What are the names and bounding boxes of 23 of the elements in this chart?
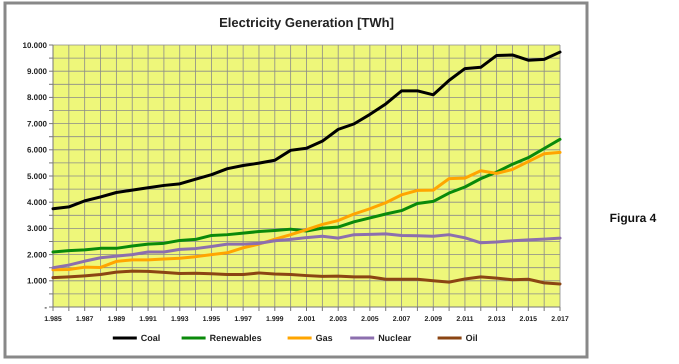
legend-label: Renewables xyxy=(210,333,262,344)
y-tick-label: 5.000 xyxy=(26,172,48,181)
line-series xyxy=(52,232,562,270)
y-tick-label: 3.000 xyxy=(26,224,48,234)
legend-label: Gas xyxy=(316,333,333,344)
line-series xyxy=(52,270,562,286)
legend-label: Coal xyxy=(140,333,160,344)
y-tick-label: 8.000 xyxy=(26,93,48,102)
legend-label: Oil xyxy=(466,333,478,344)
line-series xyxy=(52,50,562,210)
y-tick-label: 10.000 xyxy=(22,40,48,50)
y-tick-label: 4.000 xyxy=(26,198,48,207)
y-tick-label: 1.000 xyxy=(26,276,48,286)
y-tick-label: 6.000 xyxy=(26,146,48,155)
y-tick-label: - xyxy=(44,302,48,312)
text: Figura 4 xyxy=(610,211,657,225)
line-series xyxy=(52,138,562,254)
chart-title: Electricity Generation [TWh] xyxy=(219,15,394,30)
line-series xyxy=(52,150,562,272)
legend-label: Nuclear xyxy=(378,333,412,344)
y-tick-label: 7.000 xyxy=(26,119,48,128)
y-tick-label: 2.000 xyxy=(26,250,48,260)
y-tick-label: 9.000 xyxy=(26,67,48,76)
